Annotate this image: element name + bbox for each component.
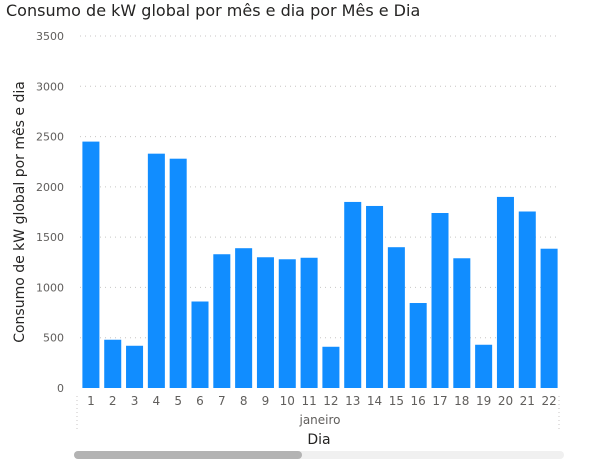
x-tick-label: 12: [323, 394, 338, 408]
y-tick-labels: 0 500 1000 1500 2000 2500 3000 3500: [36, 30, 64, 395]
bar-day-11[interactable]: [300, 257, 318, 388]
y-tick-label: 3500: [36, 30, 64, 43]
bar-day-5[interactable]: [169, 158, 187, 388]
bar-day-6[interactable]: [191, 301, 209, 388]
bar-day-12[interactable]: [322, 346, 340, 388]
x-tick-label: 16: [411, 394, 426, 408]
x-tick-label: 3: [131, 394, 139, 408]
x-group-label: janeiro: [298, 413, 340, 427]
x-tick-label: 5: [174, 394, 182, 408]
bar-day-22[interactable]: [540, 248, 558, 388]
y-tick-label: 3000: [36, 80, 64, 93]
x-tick-label: 11: [301, 394, 316, 408]
bar-day-9[interactable]: [256, 257, 274, 388]
x-tick-labels: 1 2 3 4 5 6 7 8 9 10 11 12 13 14 15 16 17 18 19 20 21 22: [87, 394, 557, 408]
chart-title: Consumo de kW global por mês e dia por M…: [6, 1, 421, 20]
y-tick-label: 2000: [36, 181, 64, 194]
bar-day-3[interactable]: [126, 345, 144, 388]
bar-day-14[interactable]: [366, 205, 384, 388]
bar-day-10[interactable]: [278, 259, 296, 388]
bar-day-21[interactable]: [518, 211, 536, 388]
bar-day-2[interactable]: [104, 339, 122, 388]
y-axis-label: Consumo de kW global por mês e dia: [12, 81, 28, 343]
x-tick-label: 15: [389, 394, 404, 408]
bar-day-8[interactable]: [235, 248, 253, 388]
x-tick-label: 1: [87, 394, 95, 408]
bar-day-20[interactable]: [496, 196, 514, 388]
x-tick-label: 7: [218, 394, 226, 408]
bar-day-13[interactable]: [344, 201, 362, 388]
x-tick-label: 17: [432, 394, 447, 408]
scrollbar-thumb[interactable]: [74, 451, 302, 459]
bar-day-17[interactable]: [431, 213, 449, 388]
x-tick-label: 20: [498, 394, 513, 408]
x-tick-label: 6: [196, 394, 204, 408]
bar-day-1[interactable]: [82, 141, 100, 388]
x-tick-label: 4: [153, 394, 161, 408]
horizontal-scrollbar[interactable]: [74, 451, 564, 459]
x-tick-label: 10: [280, 394, 295, 408]
y-tick-label: 1500: [36, 231, 64, 244]
x-tick-label: 2: [109, 394, 117, 408]
y-tick-label: 1000: [36, 281, 64, 294]
bar-day-4[interactable]: [147, 153, 165, 388]
y-tick-label: 0: [57, 382, 64, 395]
x-tick-label: 14: [367, 394, 382, 408]
bar-day-15[interactable]: [387, 247, 405, 388]
y-tick-label: 500: [43, 332, 64, 345]
x-tick-label: 13: [345, 394, 360, 408]
bar-day-18[interactable]: [453, 258, 471, 388]
x-axis-label: Dia: [307, 432, 331, 448]
x-tick-label: 22: [541, 394, 556, 408]
bar-day-19[interactable]: [475, 344, 493, 388]
x-tick-label: 8: [240, 394, 248, 408]
y-tick-label: 2500: [36, 131, 64, 144]
gridlines: [80, 35, 560, 339]
bar-day-7[interactable]: [213, 254, 231, 388]
bar-day-16[interactable]: [409, 303, 427, 388]
x-tick-label: 9: [262, 394, 270, 408]
x-tick-label: 19: [476, 394, 491, 408]
bars: [82, 141, 558, 388]
x-group: janeiro: [76, 396, 560, 432]
x-tick-label: 18: [454, 394, 469, 408]
x-tick-label: 21: [520, 394, 535, 408]
